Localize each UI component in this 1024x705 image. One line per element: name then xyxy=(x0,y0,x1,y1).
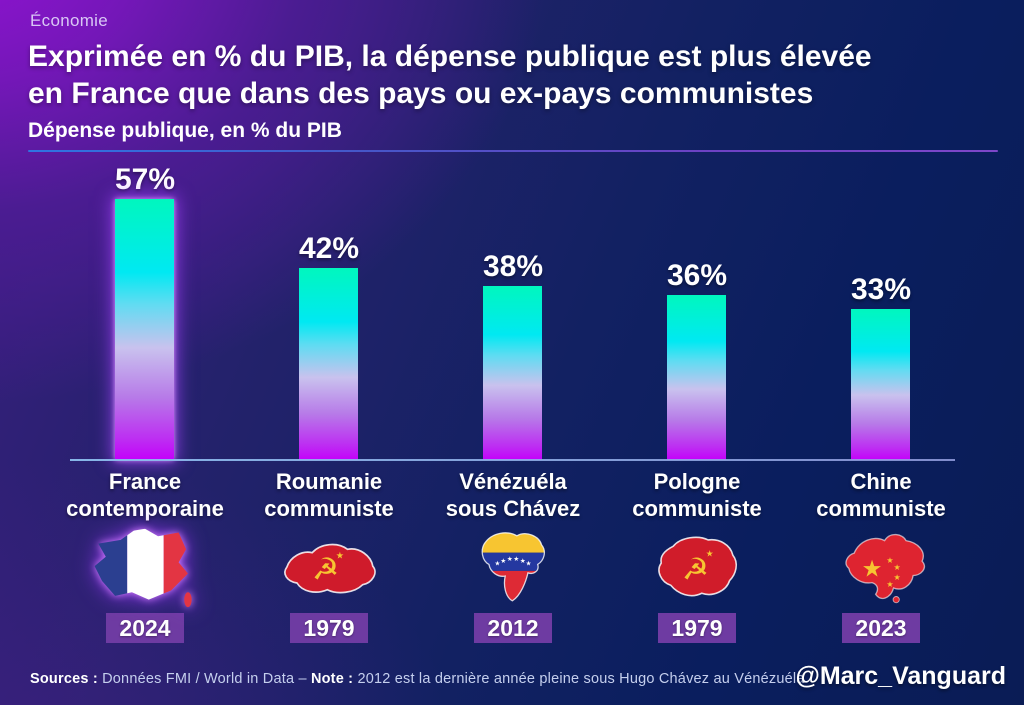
year-badge-poland: 1979 xyxy=(658,613,736,643)
svg-text:★: ★ xyxy=(526,560,532,568)
france-map-flag-icon xyxy=(89,526,201,608)
year-badge-romania: 1979 xyxy=(290,613,368,643)
bar-group-china: 33% Chine communiste ★ ★ ★ ★ ★ 2023 xyxy=(789,164,973,643)
bar-zone: 42% xyxy=(299,164,359,460)
bar-group-romania: 42% Roumanie communiste ☭ ★ 1979 xyxy=(237,164,421,643)
bar-france xyxy=(115,199,175,460)
bar-china xyxy=(851,309,911,460)
svg-text:★: ★ xyxy=(886,556,893,565)
header-divider xyxy=(28,150,998,152)
bar-chart: 57% France contemporaine xyxy=(53,164,973,643)
bar-zone: 33% xyxy=(851,164,911,460)
bar-group-venezuela: 38% Vénézuéla sous Chávez xyxy=(421,164,605,643)
page-title: Exprimée en % du PIB, la dépense publiqu… xyxy=(28,38,872,112)
bar-value-label: 33% xyxy=(850,273,912,306)
svg-text:★: ★ xyxy=(886,580,893,589)
poland-communist-map-flag: ☭ ★ xyxy=(658,536,738,597)
category-label-poland: Pologne communiste xyxy=(632,468,762,524)
svg-text:★: ★ xyxy=(500,557,506,565)
sources-note: Sources : Données FMI / World in Data – … xyxy=(30,671,805,687)
china-map-flag: ★ ★★ ★★ xyxy=(845,533,926,604)
chart-subtitle: Dépense publique, en % du PIB xyxy=(28,119,342,142)
bar-venezuela xyxy=(483,286,543,460)
svg-text:★: ★ xyxy=(494,560,500,568)
title-line-1: Exprimée en % du PIB, la dépense publiqu… xyxy=(28,40,872,73)
category-label-romania: Roumanie communiste xyxy=(264,468,394,524)
china-map-flag-icon: ★ ★ ★ ★ ★ xyxy=(827,526,935,608)
bar-group-france: 57% France contemporaine xyxy=(53,164,237,643)
year-badge-china: 2023 xyxy=(842,613,920,643)
bar-group-poland: 36% Pologne communiste ☭ ★ 1979 xyxy=(605,164,789,643)
category-label-line1: Pologne xyxy=(653,469,741,494)
category-label-china: Chine communiste xyxy=(816,468,946,524)
year-badge-venezuela: 2012 xyxy=(474,613,552,643)
category-label-venezuela: Vénézuéla sous Chávez xyxy=(446,468,581,524)
svg-text:☭: ☭ xyxy=(312,553,339,588)
title-line-2: en France que dans des pays ou ex-pays c… xyxy=(28,77,814,110)
poland-communist-map-flag-icon: ☭ ★ xyxy=(649,526,745,608)
svg-text:★: ★ xyxy=(513,555,519,563)
kicker: Économie xyxy=(30,11,108,30)
romania-communist-map-flag: ☭ ★ xyxy=(284,543,376,594)
venezuela-map-flag: ★ ★ ★ ★ ★ ★ xyxy=(481,532,546,602)
bar-zone: 38% xyxy=(483,164,543,460)
svg-text:★: ★ xyxy=(520,557,526,565)
france-map-flag xyxy=(94,528,192,608)
bar-value-label: 57% xyxy=(114,163,176,196)
category-label-line2: sous Chávez xyxy=(445,496,581,521)
category-label-line2: communiste xyxy=(264,496,394,521)
bar-zone: 36% xyxy=(667,164,727,460)
category-label-line2: contemporaine xyxy=(66,496,224,521)
note-label: Note : xyxy=(310,671,354,687)
note-text: 2012 est la dernière année pleine sous H… xyxy=(353,671,805,687)
bar-value-label: 38% xyxy=(482,250,544,283)
svg-text:★: ★ xyxy=(893,563,900,572)
category-label-line2: communiste xyxy=(816,496,946,521)
svg-text:★: ★ xyxy=(706,550,714,560)
category-label-line1: Vénézuéla xyxy=(459,469,567,494)
category-label-line2: communiste xyxy=(632,496,762,521)
romania-communist-map-flag-icon: ☭ ★ xyxy=(278,526,380,608)
venezuela-map-flag-icon: ★ ★ ★ ★ ★ ★ xyxy=(474,526,552,608)
category-label-line1: Chine xyxy=(850,469,912,494)
chart-baseline xyxy=(70,459,955,461)
category-label-france: France contemporaine xyxy=(66,468,224,524)
sources-label: Sources : xyxy=(30,671,98,687)
bar-poland xyxy=(667,295,727,460)
svg-text:★: ★ xyxy=(862,555,883,582)
svg-text:☭: ☭ xyxy=(682,553,709,588)
svg-text:★: ★ xyxy=(336,551,344,562)
bar-value-label: 36% xyxy=(666,259,728,292)
bar-value-label: 42% xyxy=(298,232,360,265)
category-label-line1: France xyxy=(108,469,182,494)
category-label-line1: Roumanie xyxy=(275,469,383,494)
sources-text: Données FMI / World in Data – xyxy=(97,671,311,687)
year-badge-france: 2024 xyxy=(106,613,184,643)
author-handle: @Marc_Vanguard xyxy=(795,662,1006,690)
bar-romania xyxy=(299,268,359,460)
svg-text:★: ★ xyxy=(893,573,900,582)
bar-zone: 57% xyxy=(115,164,175,460)
svg-text:★: ★ xyxy=(507,555,513,563)
